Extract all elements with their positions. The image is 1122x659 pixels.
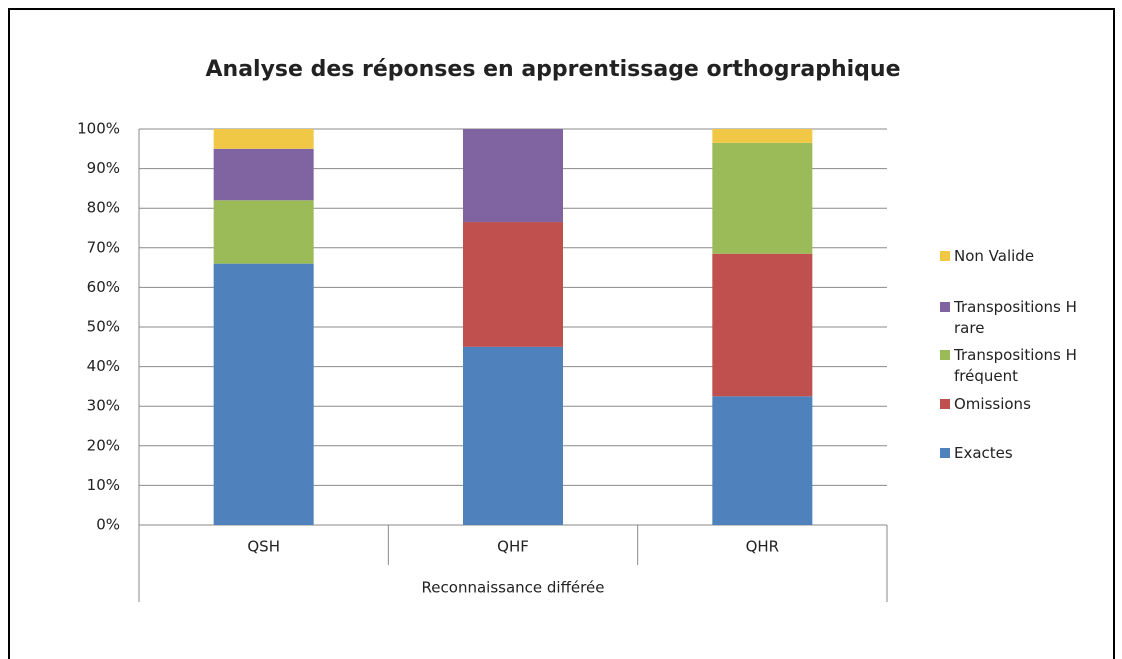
y-tick-label: 20% — [87, 436, 120, 454]
legend-item: Transpositions H fréquent — [940, 345, 1105, 387]
x-tick-label: QSH — [247, 538, 280, 556]
legend-swatch — [940, 399, 950, 409]
x-tick-label: QHR — [746, 538, 780, 556]
bar-segment — [712, 142, 813, 254]
legend-item: Exactes — [940, 443, 1105, 464]
bar-segment — [712, 253, 813, 397]
bar-segment — [213, 263, 314, 525]
legend-label: Omissions — [954, 395, 1031, 413]
frame — [8, 8, 1115, 659]
y-tick-label: 70% — [87, 238, 120, 256]
legend-label: Transpositions H rare — [954, 298, 1077, 337]
legend-swatch — [940, 350, 950, 360]
legend-swatch — [940, 448, 950, 458]
legend-swatch — [940, 251, 950, 261]
legend-item: Non Valide — [940, 246, 1105, 267]
legend-swatch — [940, 302, 950, 312]
y-tick-label: 90% — [87, 159, 120, 177]
chart-title: Analyse des réponses en apprentissage or… — [206, 57, 901, 82]
bar-segment — [463, 346, 563, 525]
bar-segment — [463, 222, 563, 347]
bar-segment — [463, 129, 563, 223]
legend-item: Transpositions H rare — [940, 297, 1105, 339]
y-tick-label: 80% — [87, 199, 120, 217]
y-tick-label: 50% — [87, 318, 120, 336]
legend-item: Omissions — [940, 394, 1105, 415]
bar-segment — [213, 129, 314, 149]
legend-label: Exactes — [954, 444, 1013, 462]
y-tick-label: 40% — [87, 357, 120, 375]
x-tick-label: QHF — [497, 538, 529, 556]
legend-label: Non Valide — [954, 247, 1035, 265]
category-group-label: Reconnaissance différée — [422, 579, 605, 597]
legend-label: Transpositions H fréquent — [954, 346, 1077, 385]
y-tick-label: 10% — [87, 476, 120, 494]
y-tick-label: 30% — [87, 397, 120, 415]
bar-segment — [213, 200, 314, 264]
y-tick-label: 0% — [96, 516, 120, 534]
bar-segment — [712, 129, 813, 143]
bar-segment — [213, 148, 314, 201]
bar-segment — [712, 396, 813, 525]
y-tick-label: 100% — [77, 120, 120, 138]
y-tick-label: 60% — [87, 278, 120, 296]
